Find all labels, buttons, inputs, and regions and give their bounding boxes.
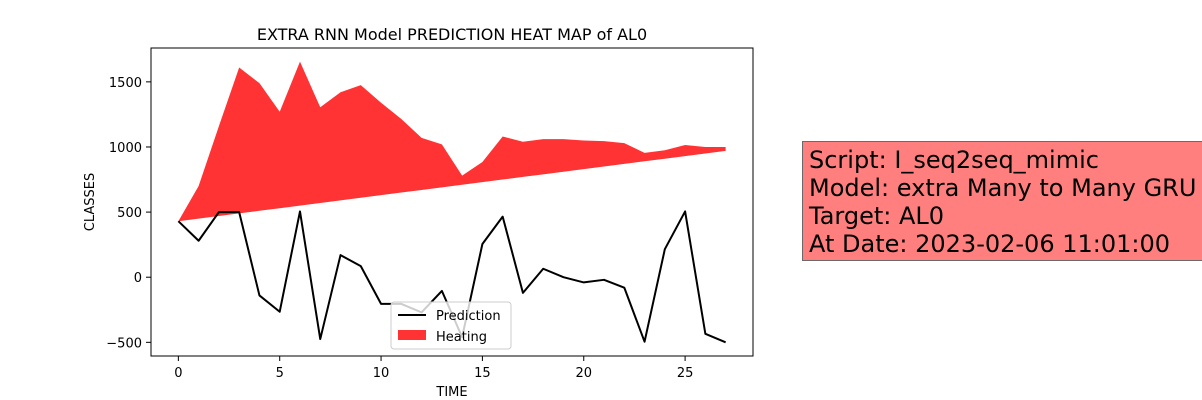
plot-area: [177, 61, 727, 344]
y-tick-label: −500: [106, 336, 142, 351]
y-tick-label: 1000: [109, 141, 142, 156]
y-tick-label: 1500: [109, 76, 142, 91]
heating-area: [178, 61, 726, 222]
x-tick-label: 0: [174, 366, 182, 381]
y-tick-label: 0: [134, 271, 142, 286]
info-model-line: Model: extra Many to Many GRU: [809, 174, 1197, 202]
x-tick-label: 20: [575, 366, 592, 381]
plot-frame: [150, 47, 754, 357]
info-date-line: At Date: 2023-02-06 11:01:00: [809, 230, 1171, 258]
chart: EXTRA RNN Model PREDICTION HEAT MAP of A…: [83, 25, 754, 400]
legend-prediction-label: Prediction: [436, 309, 501, 324]
info-target-line: Target: AL0: [809, 202, 945, 230]
legend: Prediction Heating: [390, 301, 512, 350]
x-tick-label: 15: [474, 366, 491, 381]
axes: 0 5 10 15 20 25 −500 0 500 1000 1500: [106, 47, 754, 381]
legend-heating-swatch: [398, 330, 426, 340]
legend-heating-label: Heating: [436, 330, 487, 345]
x-tick-label: 5: [276, 366, 284, 381]
chart-title: EXTRA RNN Model PREDICTION HEAT MAP of A…: [257, 25, 647, 44]
info-script-line: Script: I_seq2seq_mimic: [809, 146, 1099, 174]
y-tick-label: 500: [117, 206, 142, 221]
y-axis-label: CLASSES: [83, 173, 98, 231]
x-axis-label: TIME: [435, 385, 467, 400]
x-tick-label: 25: [677, 366, 694, 381]
info-box: Script: I_seq2seq_mimic Model: extra Man…: [802, 141, 1202, 261]
x-tick-label: 10: [373, 366, 390, 381]
